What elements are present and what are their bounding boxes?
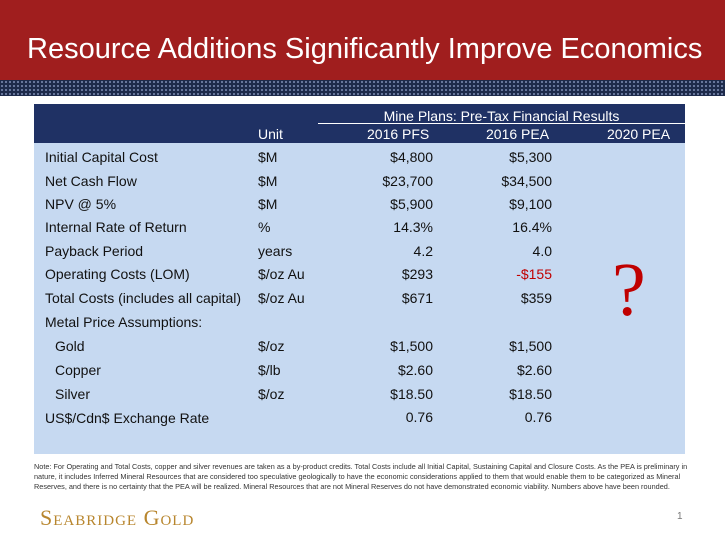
row-value-2016-pfs: $671 xyxy=(401,290,433,306)
row-label: US$/Cdn$ Exchange Rate xyxy=(45,410,210,426)
group-header: Mine Plans: Pre-Tax Financial Results xyxy=(383,108,620,124)
row-value-2016-pea-negative: -$155 xyxy=(516,266,552,282)
row-label: Operating Costs (LOM) xyxy=(45,266,190,282)
row-unit: $M xyxy=(258,196,278,212)
row-value-2016-pea: 0.76 xyxy=(524,409,552,425)
row-label: Net Cash Flow xyxy=(45,173,137,189)
row-unit: $M xyxy=(258,149,278,165)
column-header-unit: Unit xyxy=(258,126,283,142)
row-label: Internal Rate of Return xyxy=(45,219,187,235)
company-logo: Seabridge Gold xyxy=(40,505,195,530)
row-unit: $/oz Au xyxy=(258,290,305,306)
row-value-2016-pea: $18.50 xyxy=(509,386,552,402)
row-unit: $/oz xyxy=(258,386,285,402)
dotted-divider xyxy=(0,80,725,96)
group-header-underline xyxy=(318,123,685,124)
row-value-2016-pea: $9,100 xyxy=(509,196,552,212)
row-value-2016-pfs: 0.76 xyxy=(405,409,433,425)
row-value-2016-pfs: 4.2 xyxy=(413,243,433,259)
row-value-2016-pfs: $18.50 xyxy=(390,386,433,402)
column-header-2016-pfs: 2016 PFS xyxy=(367,126,430,142)
row-value-2016-pea: $34,500 xyxy=(501,173,552,189)
row-unit: $/oz xyxy=(258,338,285,354)
row-value-2016-pfs: $5,900 xyxy=(390,196,433,212)
row-value-2016-pfs: $4,800 xyxy=(390,149,433,165)
row-unit: $/lb xyxy=(258,362,281,378)
row-unit: $/oz Au xyxy=(258,266,305,282)
row-label: Gold xyxy=(55,338,85,354)
row-label: Total Costs (includes all capital) xyxy=(45,290,242,306)
row-value-2016-pfs: $2.60 xyxy=(397,362,433,378)
slide-title: Resource Additions Significantly Improve… xyxy=(27,33,703,65)
row-value-2016-pea: $5,300 xyxy=(509,149,552,165)
section-label: Metal Price Assumptions: xyxy=(45,314,203,330)
row-value-2016-pfs: $293 xyxy=(401,266,433,282)
row-value-2016-pea: 4.0 xyxy=(532,243,552,259)
row-label: Copper xyxy=(55,362,101,378)
question-mark-placeholder: ? xyxy=(612,248,646,332)
row-value-2016-pea: $1,500 xyxy=(509,338,552,354)
title-bar xyxy=(0,0,725,80)
row-label: NPV @ 5% xyxy=(45,196,117,212)
row-value-2016-pea: $359 xyxy=(520,290,552,306)
row-unit: $M xyxy=(258,173,278,189)
row-label: Initial Capital Cost xyxy=(45,149,158,165)
row-value-2016-pfs: 14.3% xyxy=(393,219,433,235)
row-unit: years xyxy=(258,243,293,259)
row-value-2016-pea: $2.60 xyxy=(516,362,552,378)
footnote: Note: For Operating and Total Costs, cop… xyxy=(34,462,688,491)
row-value-2016-pfs: $1,500 xyxy=(390,338,433,354)
row-value-2016-pfs: $23,700 xyxy=(382,173,433,189)
column-header-2016-pea: 2016 PEA xyxy=(486,126,550,142)
page-number: 1 xyxy=(677,511,683,522)
row-label: Payback Period xyxy=(45,243,144,259)
row-value-2016-pea: 16.4% xyxy=(512,219,552,235)
row-unit: % xyxy=(258,219,271,235)
column-header-2020-pea: 2020 PEA xyxy=(607,126,671,142)
row-label: Silver xyxy=(55,386,91,402)
results-table xyxy=(34,104,685,454)
